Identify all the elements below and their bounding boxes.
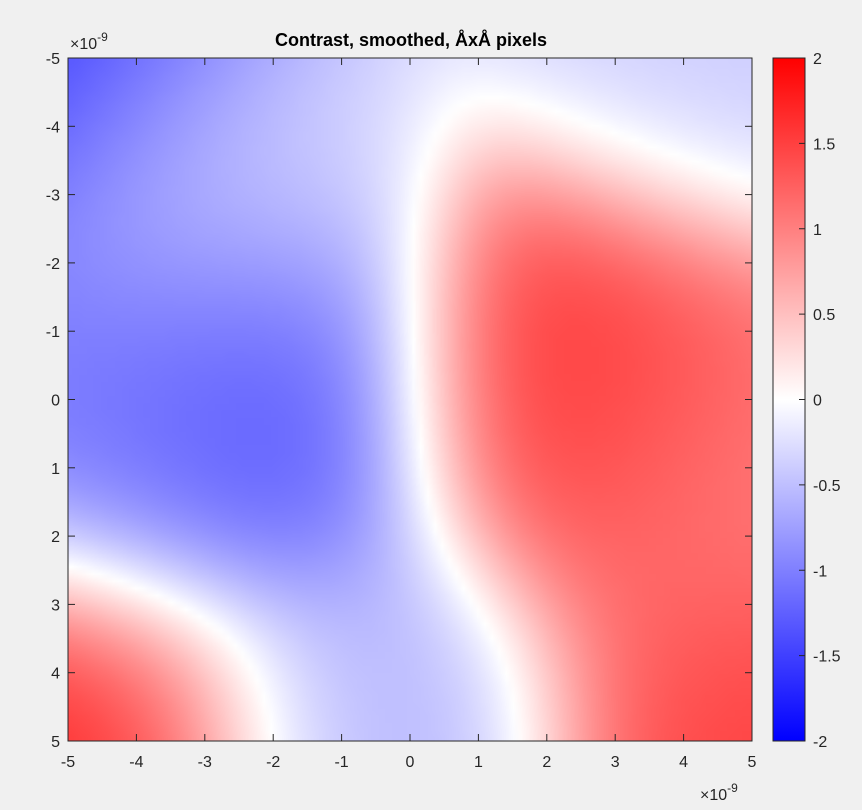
y-axis-exponent: ×10-9 bbox=[70, 30, 108, 53]
colorbar-ticks: 2 1.5 1 0.5 0 -0.5 -1 -1.5 -2 bbox=[799, 51, 841, 751]
x-tick-label: -2 bbox=[266, 754, 280, 771]
y-tick-label: -1 bbox=[46, 324, 60, 341]
heatmap-image bbox=[68, 58, 752, 741]
colorbar-tick-label: 2 bbox=[813, 51, 822, 68]
x-tick-label: 0 bbox=[406, 754, 415, 771]
y-tick-label: 1 bbox=[51, 461, 60, 478]
y-tick-label: -3 bbox=[46, 188, 60, 205]
y-tick-label: -4 bbox=[46, 119, 60, 136]
y-tick-label: -5 bbox=[46, 51, 60, 68]
x-tick-label: 3 bbox=[611, 754, 620, 771]
x-tick-label: 4 bbox=[679, 754, 688, 771]
y-tick-label: -2 bbox=[46, 256, 60, 273]
y-axis: -5 -4 -3 -2 -1 0 1 2 3 4 5 bbox=[46, 51, 752, 751]
colorbar: 2 1.5 1 0.5 0 -0.5 -1 -1.5 -2 bbox=[772, 51, 841, 751]
x-axis-exponent: ×10-9 bbox=[700, 781, 738, 804]
colorbar-tick-label: -2 bbox=[813, 734, 827, 751]
y-tick-label: 0 bbox=[51, 393, 60, 410]
colorbar-tick-label: 1.5 bbox=[813, 136, 835, 153]
y-exponent-power: -9 bbox=[97, 30, 108, 44]
x-tick-label: -1 bbox=[334, 754, 348, 771]
y-tick-label: 5 bbox=[51, 734, 60, 751]
colorbar-tick-label: 0 bbox=[813, 393, 822, 410]
colorbar-tick-label: -0.5 bbox=[813, 478, 841, 495]
x-tick-label: 2 bbox=[542, 754, 551, 771]
x-exponent-base: ×10 bbox=[700, 787, 727, 804]
y-tick-label: 4 bbox=[51, 666, 60, 683]
colorbar-tick-label: -1.5 bbox=[813, 649, 841, 666]
x-tick-label: -3 bbox=[198, 754, 212, 771]
y-tick-label: 3 bbox=[51, 597, 60, 614]
y-exponent-base: ×10 bbox=[70, 36, 97, 53]
x-tick-label: 5 bbox=[748, 754, 757, 771]
heatmap bbox=[68, 58, 752, 741]
x-exponent-power: -9 bbox=[727, 781, 738, 795]
y-tick-label: 2 bbox=[51, 529, 60, 546]
chart-title: Contrast, smoothed, ÅxÅ pixels bbox=[275, 30, 547, 50]
x-tick-label: -5 bbox=[61, 754, 75, 771]
colorbar-tick-label: -1 bbox=[813, 563, 827, 580]
colorbar-tick-label: 0.5 bbox=[813, 307, 835, 324]
x-tick-label: 1 bbox=[474, 754, 483, 771]
x-axis: -5 -4 -3 -2 -1 0 1 2 3 4 5 bbox=[61, 58, 757, 771]
colorbar-tick-label: 1 bbox=[813, 222, 822, 239]
x-tick-label: -4 bbox=[129, 754, 143, 771]
